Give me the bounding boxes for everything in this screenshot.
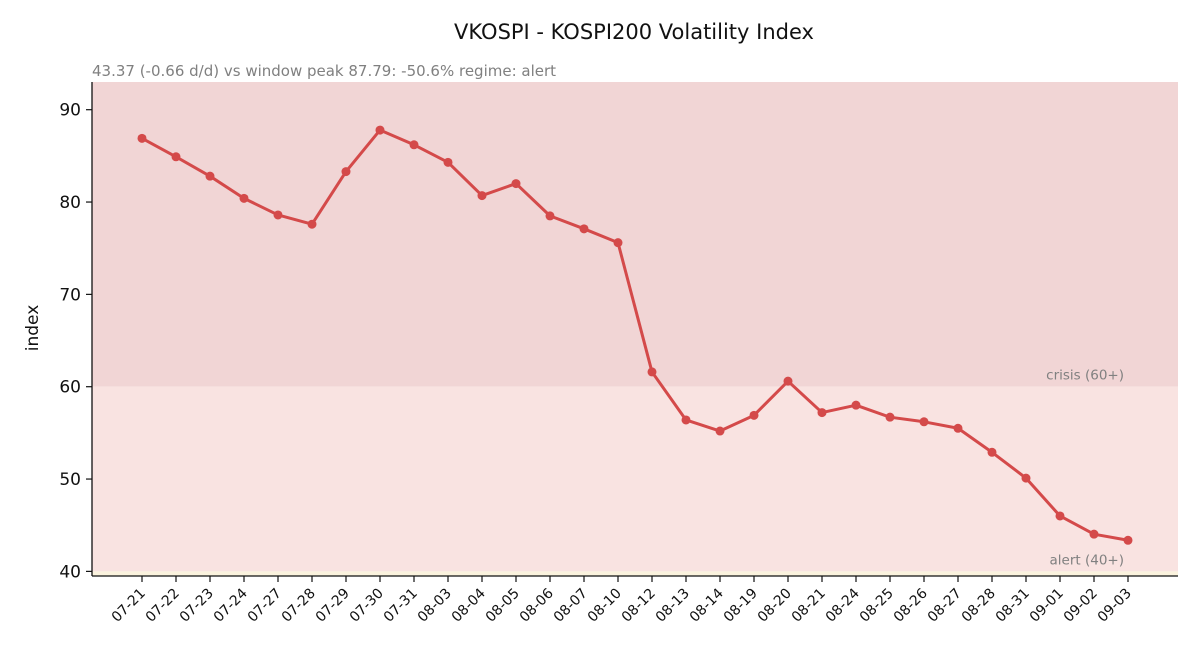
data-point-08-13	[681, 415, 691, 425]
y-tick-label-40: 40	[59, 562, 81, 582]
x-tick-label-09-03: 09-03	[1095, 586, 1135, 626]
y-tick-label-90: 90	[59, 101, 81, 121]
data-point-08-05	[511, 179, 521, 189]
x-tick-label-09-02: 09-02	[1061, 586, 1101, 626]
band-1	[92, 386, 1178, 572]
data-point-08-19	[749, 410, 759, 420]
x-tick-label-08-05: 08-05	[483, 586, 523, 626]
y-tick-label-50: 50	[59, 470, 81, 490]
data-point-07-21	[137, 133, 147, 143]
x-tick-label-07-31: 07-31	[381, 586, 421, 626]
data-point-07-27	[273, 210, 283, 220]
data-point-08-10	[613, 238, 623, 248]
y-tick-label-60: 60	[59, 378, 81, 398]
data-point-08-26	[919, 417, 929, 427]
band-label-0: crisis (60+)	[1046, 368, 1124, 384]
x-tick-label-07-21: 07-21	[109, 586, 149, 626]
data-point-08-24	[851, 400, 861, 410]
data-point-08-06	[545, 211, 555, 221]
data-point-07-28	[307, 219, 317, 229]
chart-title: VKOSPI - KOSPI200 Volatility Index	[454, 20, 814, 44]
x-tick-label-08-24: 08-24	[823, 585, 863, 625]
series-layer	[137, 125, 1133, 545]
data-point-09-02	[1089, 529, 1099, 539]
x-tick-label-08-07: 08-07	[551, 586, 591, 626]
x-tick-label-08-13: 08-13	[653, 586, 693, 626]
y-axis-label: index	[23, 305, 43, 352]
x-tick-label-08-06: 08-06	[517, 585, 557, 625]
x-tick-label-08-31: 08-31	[993, 586, 1033, 626]
x-tick-label-08-25: 08-25	[857, 586, 897, 626]
x-tick-label-08-03: 08-03	[415, 586, 455, 626]
band-label-1: alert (40+)	[1050, 552, 1125, 568]
x-tick-label-07-30: 07-30	[347, 586, 387, 626]
x-tick-label-07-24: 07-24	[211, 585, 251, 625]
x-ticks: 07-2107-2207-2307-2407-2707-2807-2907-30…	[109, 576, 1135, 626]
y-tick-label-80: 80	[59, 193, 81, 213]
data-point-09-03	[1123, 535, 1133, 545]
data-point-08-25	[885, 412, 895, 422]
x-tick-label-08-19: 08-19	[721, 586, 761, 626]
data-point-07-22	[171, 152, 181, 162]
x-tick-label-08-10: 08-10	[585, 586, 625, 626]
x-tick-label-07-28: 07-28	[279, 586, 319, 626]
axes	[91, 82, 1178, 577]
data-point-07-30	[375, 125, 385, 135]
x-tick-label-08-12: 08-12	[619, 586, 659, 626]
x-tick-label-08-28: 08-28	[959, 586, 999, 626]
chart-subtitle: 43.37 (-0.66 d/d) vs window peak 87.79: …	[92, 62, 556, 80]
data-point-09-01	[1055, 511, 1065, 521]
x-tick-label-07-23: 07-23	[177, 586, 217, 626]
x-tick-label-08-20: 08-20	[755, 586, 795, 626]
data-point-08-21	[817, 408, 827, 418]
x-tick-label-09-01: 09-01	[1027, 586, 1067, 626]
data-point-08-03	[443, 157, 453, 167]
data-point-08-27	[953, 423, 963, 433]
x-tick-label-08-27: 08-27	[925, 586, 965, 626]
x-tick-label-08-21: 08-21	[789, 586, 829, 626]
x-tick-label-08-04: 08-04	[449, 585, 489, 625]
data-point-08-20	[783, 376, 793, 386]
x-tick-label-07-22: 07-22	[143, 586, 183, 626]
data-point-08-31	[1021, 473, 1031, 483]
data-point-07-24	[239, 193, 249, 203]
data-point-07-29	[341, 167, 351, 177]
band-labels: crisis (60+) alert (40+)	[1046, 368, 1124, 569]
x-tick-label-08-26: 08-26	[891, 585, 931, 625]
data-point-08-07	[579, 224, 589, 234]
data-point-08-14	[715, 426, 725, 436]
data-point-07-31	[409, 140, 419, 150]
x-tick-label-08-14: 08-14	[687, 585, 727, 625]
band-2	[92, 571, 1178, 576]
x-tick-label-07-27: 07-27	[245, 586, 285, 626]
data-point-08-12	[647, 367, 657, 377]
y-ticks: 40 50 60 70 80 90	[59, 101, 92, 582]
series-line-0	[141, 128, 1129, 542]
x-tick-label-07-29: 07-29	[313, 586, 353, 626]
data-point-08-28	[987, 447, 997, 457]
data-point-08-04	[477, 191, 487, 201]
band-0	[92, 82, 1178, 387]
y-tick-label-70: 70	[59, 285, 81, 305]
regime-bands	[92, 82, 1178, 576]
data-point-07-23	[205, 171, 215, 181]
